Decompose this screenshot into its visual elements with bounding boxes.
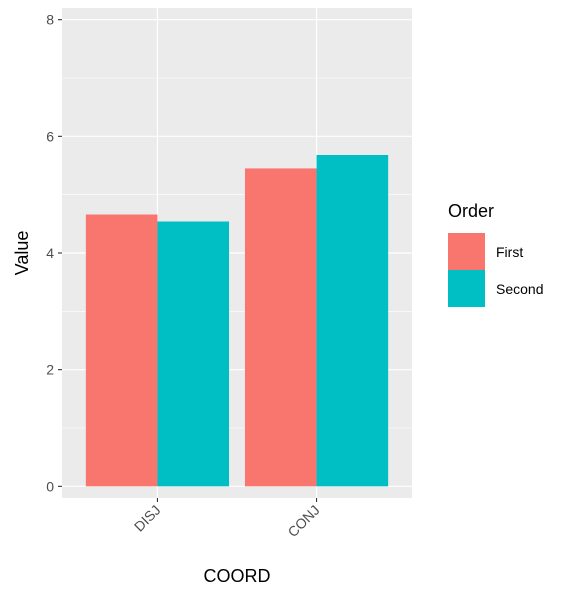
bar-conj-second: [316, 155, 389, 487]
y-tick-label: 6: [46, 128, 54, 144]
bar-conj-first: [244, 168, 317, 487]
legend-key-first: [448, 233, 485, 270]
legend-title: Order: [448, 201, 494, 221]
x-tick-label: DISJ: [131, 502, 164, 535]
x-tick-label: CONJ: [284, 502, 322, 540]
legend: Order First Second: [448, 201, 543, 307]
legend-key-second: [448, 270, 485, 307]
x-axis-title: COORD: [204, 566, 271, 586]
legend-label-first: First: [496, 244, 523, 260]
legend-items: First Second: [448, 233, 543, 307]
y-tick-label: 0: [46, 478, 54, 494]
y-axis-title: Value: [12, 231, 32, 276]
bar-disj-second: [157, 221, 230, 487]
y-axis: 0 2 4 6 8: [46, 12, 62, 494]
legend-label-second: Second: [496, 281, 543, 297]
x-axis: DISJ CONJ: [131, 498, 323, 540]
bar-disj-first: [85, 214, 158, 487]
y-tick-label: 4: [46, 245, 54, 261]
bars: [85, 155, 389, 487]
y-tick-label: 8: [46, 12, 54, 28]
y-tick-label: 2: [46, 362, 54, 378]
